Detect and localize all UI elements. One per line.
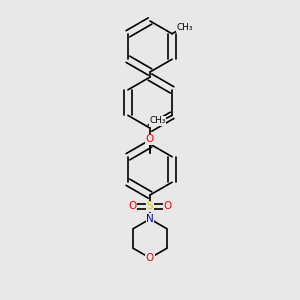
Text: O: O [163,201,172,212]
Text: O: O [146,134,154,145]
Text: CH₃: CH₃ [149,116,166,125]
Text: O: O [128,201,137,212]
Text: S: S [147,201,153,212]
Text: N: N [146,214,154,224]
Text: CH₃: CH₃ [176,23,193,32]
Text: O: O [146,253,154,263]
